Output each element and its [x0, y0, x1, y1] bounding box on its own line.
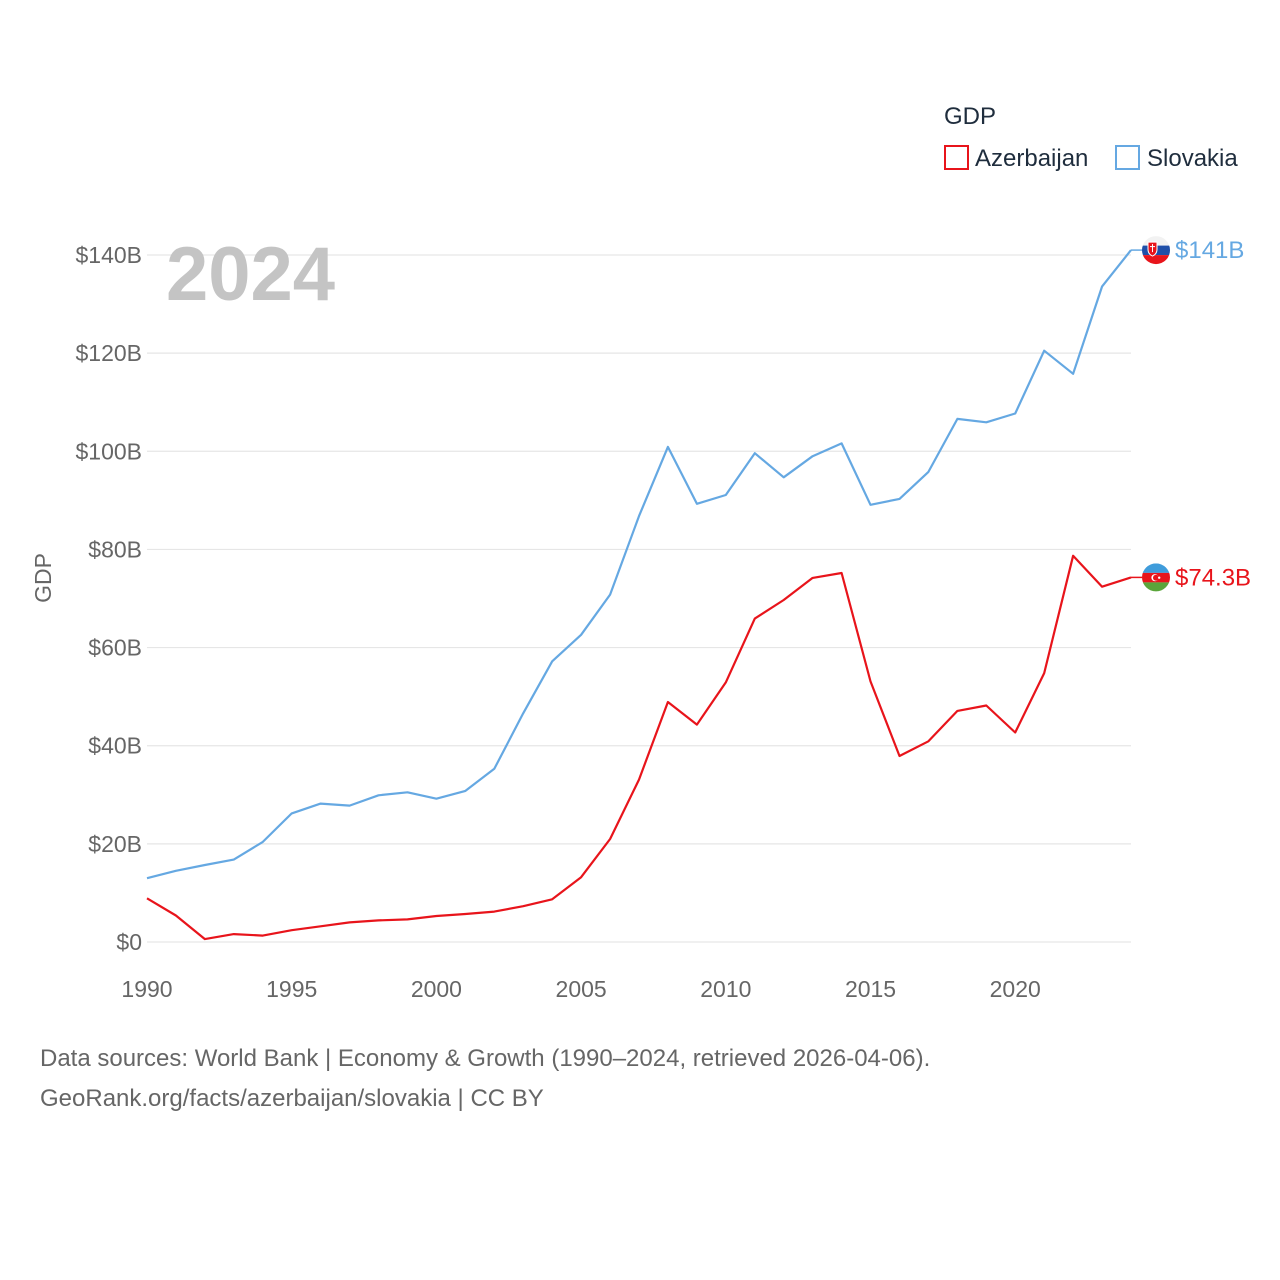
slovakia-flag-icon: [1142, 236, 1170, 265]
series-line-slovakia[interactable]: [146, 249, 1132, 880]
y-tick-label: $40B: [88, 733, 142, 759]
y-tick-label: $100B: [75, 438, 142, 464]
y-tick-label: $140B: [75, 242, 142, 268]
x-tick-label: 2020: [990, 976, 1041, 1002]
legend-swatch-azerbaijan: [944, 145, 969, 170]
legend-item-azerbaijan[interactable]: Azerbaijan: [944, 145, 1088, 172]
y-tick-label: $60B: [88, 635, 142, 661]
legend-item-slovakia[interactable]: Slovakia: [1115, 145, 1238, 172]
series-end-markers: $74.3B $141B: [1131, 236, 1251, 592]
x-tick-label: 2005: [556, 976, 607, 1002]
y-axis-ticks: $0 $20B $40B $60B $80B $100B $120B $140B: [75, 242, 142, 955]
x-tick-label: 2010: [700, 976, 751, 1002]
footer-sources: Data sources: World Bank | Economy & Gro…: [40, 1045, 931, 1072]
gdp-line-chart: $0$20B$40B$60B$80B$100B$120B$140B 1990 19…: [30, 103, 1251, 1002]
footer-attribution[interactable]: GeoRank.org/facts/azerbaijan/slovakia | …: [40, 1085, 544, 1112]
legend-swatch-slovakia: [1115, 145, 1140, 170]
series-line-azerbaijan[interactable]: [146, 554, 1132, 941]
azerbaijan-flag-icon: [1142, 563, 1170, 592]
x-tick-label: 2000: [411, 976, 462, 1002]
x-tick-label: 2015: [845, 976, 896, 1002]
x-tick-label: 1995: [266, 976, 317, 1002]
x-tick-label: 1990: [121, 976, 172, 1002]
x-axis-ticks: 1990 1995 2000 2005 2010 2015 2020: [121, 976, 1040, 1002]
gridlines: [147, 254, 1131, 943]
end-value-label-slovakia: $141B: [1175, 237, 1244, 264]
legend-title: GDP: [944, 103, 996, 130]
end-value-label-azerbaijan: $74.3B: [1175, 564, 1251, 591]
series-lines: [146, 249, 1132, 941]
y-tick-label: $80B: [88, 536, 142, 562]
legend-label-slovakia: Slovakia: [1147, 145, 1238, 172]
y-tick-label: $20B: [88, 831, 142, 857]
legend-label-azerbaijan: Azerbaijan: [975, 145, 1088, 172]
y-axis-label: GDP: [30, 553, 56, 603]
y-tick-label: $0: [116, 929, 142, 955]
year-watermark: 2024: [166, 232, 335, 317]
y-tick-label: $120B: [75, 340, 142, 366]
legend: GDP Azerbaijan Slovakia: [944, 103, 1238, 172]
